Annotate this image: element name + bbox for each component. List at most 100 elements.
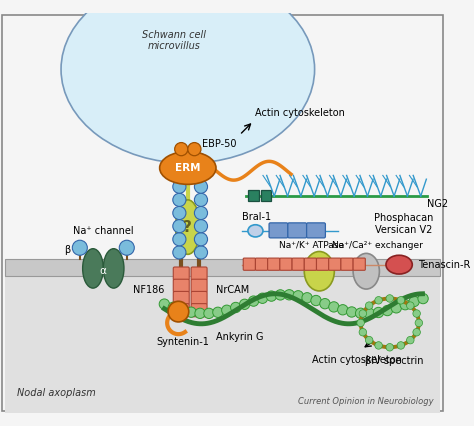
Ellipse shape — [82, 249, 103, 288]
Circle shape — [357, 319, 365, 327]
Circle shape — [311, 295, 321, 306]
Text: Syntenin-1: Syntenin-1 — [157, 337, 210, 347]
Circle shape — [173, 246, 186, 259]
Circle shape — [365, 302, 373, 309]
Circle shape — [194, 233, 208, 246]
Circle shape — [415, 319, 423, 327]
Circle shape — [386, 343, 393, 351]
Bar — [5, 276, 440, 413]
Text: Actin cytoskeleton: Actin cytoskeleton — [255, 108, 346, 118]
Circle shape — [418, 294, 428, 304]
Circle shape — [413, 328, 420, 336]
Text: Bral-1: Bral-1 — [242, 213, 272, 222]
Text: βIV spectrin: βIV spectrin — [365, 356, 424, 366]
Text: Schwann cell
microvillus: Schwann cell microvillus — [142, 30, 206, 52]
FancyBboxPatch shape — [191, 279, 207, 292]
FancyBboxPatch shape — [173, 291, 189, 305]
FancyBboxPatch shape — [304, 258, 317, 270]
Circle shape — [413, 310, 420, 317]
Circle shape — [397, 342, 405, 349]
Circle shape — [194, 207, 208, 219]
Circle shape — [194, 154, 208, 167]
Circle shape — [275, 290, 285, 300]
Text: Actin cytoskeleton: Actin cytoskeleton — [312, 355, 402, 365]
Circle shape — [194, 193, 208, 207]
Circle shape — [194, 167, 208, 180]
Circle shape — [356, 308, 366, 318]
Circle shape — [173, 167, 186, 180]
Circle shape — [173, 154, 186, 167]
Circle shape — [400, 299, 410, 310]
FancyBboxPatch shape — [292, 258, 304, 270]
Circle shape — [204, 308, 214, 319]
Circle shape — [168, 302, 178, 312]
Ellipse shape — [160, 152, 216, 184]
Text: ERM: ERM — [175, 163, 201, 173]
Circle shape — [222, 305, 232, 315]
Circle shape — [284, 290, 294, 300]
Circle shape — [375, 296, 383, 304]
Text: ?: ? — [183, 219, 192, 235]
Circle shape — [386, 295, 393, 302]
FancyBboxPatch shape — [268, 258, 280, 270]
FancyBboxPatch shape — [269, 223, 288, 238]
FancyBboxPatch shape — [191, 304, 207, 317]
Circle shape — [119, 240, 134, 255]
FancyBboxPatch shape — [248, 190, 259, 201]
Text: Phosphacan
Versican V2: Phosphacan Versican V2 — [374, 213, 434, 235]
Circle shape — [397, 296, 405, 304]
Text: Na⁺/K⁺ ATPase: Na⁺/K⁺ ATPase — [279, 241, 344, 250]
Ellipse shape — [248, 225, 263, 237]
Ellipse shape — [304, 251, 334, 291]
Text: NF186: NF186 — [133, 285, 164, 295]
Ellipse shape — [168, 301, 189, 322]
FancyBboxPatch shape — [328, 258, 341, 270]
FancyBboxPatch shape — [341, 258, 353, 270]
Circle shape — [173, 207, 186, 219]
FancyBboxPatch shape — [307, 223, 326, 238]
Circle shape — [337, 305, 348, 315]
Circle shape — [391, 303, 401, 313]
Circle shape — [320, 299, 330, 309]
Text: β: β — [64, 245, 71, 255]
Text: Ankyrin G: Ankyrin G — [216, 332, 263, 342]
Circle shape — [374, 307, 383, 318]
Bar — [5, 259, 440, 276]
Text: NG2: NG2 — [427, 199, 448, 209]
Circle shape — [346, 307, 357, 317]
FancyBboxPatch shape — [2, 15, 443, 411]
Text: Tenascin-R: Tenascin-R — [418, 260, 470, 270]
Ellipse shape — [188, 143, 201, 156]
FancyBboxPatch shape — [261, 190, 271, 201]
Circle shape — [293, 291, 303, 301]
FancyBboxPatch shape — [353, 258, 365, 270]
Circle shape — [407, 337, 414, 344]
Circle shape — [302, 293, 312, 303]
Text: NrCAM: NrCAM — [216, 285, 249, 295]
FancyBboxPatch shape — [191, 267, 207, 280]
Ellipse shape — [61, 0, 315, 163]
Ellipse shape — [175, 200, 200, 254]
Ellipse shape — [103, 249, 124, 288]
Circle shape — [194, 219, 208, 233]
Circle shape — [266, 291, 276, 301]
Circle shape — [359, 310, 366, 317]
Text: α: α — [100, 266, 107, 276]
Circle shape — [382, 305, 392, 316]
Circle shape — [365, 308, 375, 319]
FancyBboxPatch shape — [255, 258, 268, 270]
Circle shape — [173, 193, 186, 207]
FancyBboxPatch shape — [191, 291, 207, 305]
FancyBboxPatch shape — [173, 267, 189, 280]
Circle shape — [173, 180, 186, 193]
Circle shape — [194, 180, 208, 193]
Text: Nodal axoplasm: Nodal axoplasm — [17, 388, 96, 398]
Circle shape — [248, 296, 259, 306]
Circle shape — [173, 219, 186, 233]
FancyBboxPatch shape — [243, 258, 255, 270]
Ellipse shape — [386, 255, 412, 274]
Circle shape — [177, 305, 187, 315]
Ellipse shape — [175, 143, 188, 156]
Circle shape — [186, 307, 196, 317]
Circle shape — [407, 302, 414, 309]
